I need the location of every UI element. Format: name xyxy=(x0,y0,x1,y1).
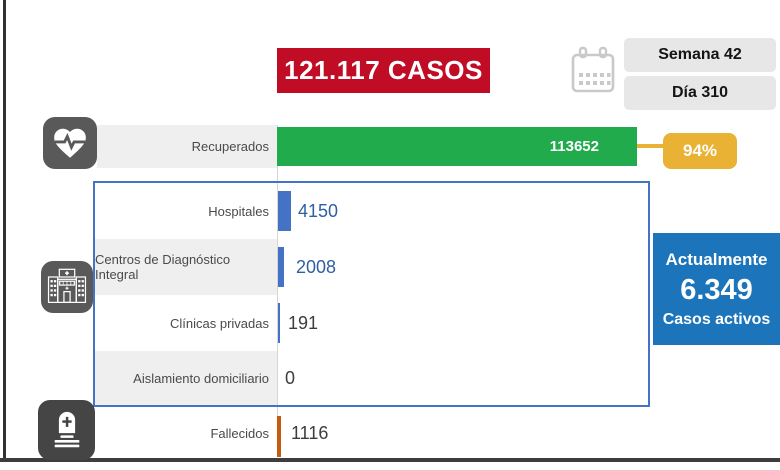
bar-cdi xyxy=(278,247,284,287)
bottom-edge-line xyxy=(0,458,780,462)
week-badge: Semana 42 xyxy=(624,38,776,72)
bar-fallecidos xyxy=(277,416,281,457)
value-cdi: 2008 xyxy=(296,256,337,277)
active-box-subtitle: Casos activos xyxy=(662,310,771,328)
tombstone-icon xyxy=(38,400,95,460)
left-edge-line xyxy=(3,0,6,462)
value-clinicas: 191 xyxy=(288,312,319,333)
bar-clinicas xyxy=(278,303,280,343)
hospitalization-frame xyxy=(93,181,650,407)
recovered-row-label: Recuperados xyxy=(97,125,277,168)
row-label-clinicas: Clínicas privadas xyxy=(170,315,269,331)
value-fallecidos: 1116 xyxy=(291,422,329,443)
heart-pulse-icon xyxy=(43,117,97,169)
row-label-hospitales: Hospitales xyxy=(208,203,269,219)
percent-connector-line xyxy=(637,144,665,148)
row-label-aislamiento: Aislamiento domiciliario xyxy=(95,351,277,405)
row-label-fallecidos: Fallecidos xyxy=(210,425,269,441)
active-box-title: Actualmente xyxy=(665,249,768,269)
value-hospitales: 4150 xyxy=(298,200,339,221)
active-cases-box: Actualmente 6.349 Casos activos xyxy=(653,233,780,345)
total-cases-banner: 121.117 CASOS xyxy=(277,48,490,93)
calendar-icon xyxy=(571,46,615,93)
row-label-cdi: Centros de Diagnóstico Integral xyxy=(95,239,277,295)
bar-hospitales xyxy=(278,191,291,231)
hospital-icon xyxy=(41,261,93,313)
chart-axis-line xyxy=(277,125,278,457)
recovered-bar: 113652 xyxy=(277,127,637,166)
recovered-value: 113652 xyxy=(549,138,599,155)
day-badge: Día 310 xyxy=(624,76,776,110)
active-cases-value: 6.349 xyxy=(680,273,753,306)
recovered-percent-badge: 94% xyxy=(663,133,737,169)
value-aislamiento: 0 xyxy=(285,367,296,388)
